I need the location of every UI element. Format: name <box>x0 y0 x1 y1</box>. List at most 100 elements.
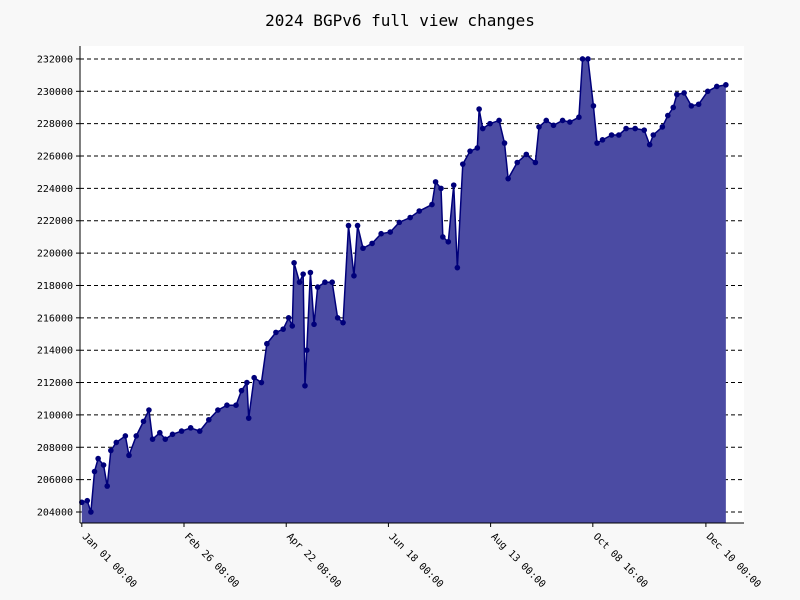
y-tick-label: 218000 <box>37 281 73 292</box>
point <box>322 279 328 286</box>
point <box>501 140 508 146</box>
point <box>445 238 452 245</box>
point <box>536 124 542 130</box>
point <box>84 497 91 504</box>
y-tick-label: 226000 <box>37 152 73 163</box>
point <box>126 452 132 459</box>
x-tick-label: Dec 10 00:00 <box>704 531 763 590</box>
point <box>416 208 423 214</box>
point <box>187 425 194 431</box>
point <box>594 140 600 146</box>
point <box>244 379 250 386</box>
point <box>650 132 657 138</box>
point <box>289 323 296 329</box>
point <box>543 117 550 124</box>
point <box>351 272 357 279</box>
point <box>224 402 230 409</box>
x-tick-label: Aug 13 00:00 <box>488 531 547 590</box>
y-tick-label: 208000 <box>37 443 73 454</box>
point <box>695 101 702 108</box>
point <box>329 279 335 286</box>
point <box>616 132 622 138</box>
point <box>258 379 265 386</box>
point <box>567 119 573 125</box>
point <box>307 269 314 276</box>
point <box>723 82 729 88</box>
point <box>704 88 711 95</box>
point <box>238 387 245 394</box>
point <box>590 103 597 109</box>
point <box>251 374 257 381</box>
chart-title: 2024 BGPv6 full view changes <box>265 11 535 30</box>
point <box>264 340 270 347</box>
point <box>146 407 152 413</box>
point <box>623 125 629 132</box>
y-tick-label: 204000 <box>37 507 73 518</box>
point <box>474 145 481 151</box>
point <box>608 132 615 138</box>
point <box>133 433 140 439</box>
point <box>303 347 310 353</box>
point <box>100 462 107 468</box>
point <box>334 315 341 321</box>
point <box>122 433 129 439</box>
point <box>149 436 156 442</box>
point <box>104 483 111 489</box>
point <box>681 90 687 96</box>
point <box>467 148 473 154</box>
point <box>280 326 286 332</box>
point <box>550 122 557 129</box>
point <box>345 222 352 229</box>
y-tick-label: 206000 <box>37 475 73 486</box>
point <box>585 56 591 62</box>
point <box>157 429 163 436</box>
point <box>91 468 98 475</box>
point <box>302 382 308 389</box>
point <box>162 436 169 442</box>
point <box>454 264 461 271</box>
x-tick-label: Jan 01 00:00 <box>80 531 139 590</box>
point <box>479 125 486 132</box>
point <box>387 229 394 235</box>
area <box>81 58 726 524</box>
point <box>646 141 653 148</box>
point <box>459 161 466 167</box>
point <box>438 185 444 192</box>
point <box>632 125 638 132</box>
point <box>429 201 435 208</box>
x-tick-label: Feb 26 08:00 <box>182 531 241 590</box>
point <box>450 182 457 188</box>
point <box>599 137 606 143</box>
y-tick-label: 220000 <box>37 249 73 260</box>
point <box>95 455 101 462</box>
point <box>108 447 114 454</box>
point <box>291 260 297 266</box>
point <box>206 416 212 423</box>
point <box>233 402 239 409</box>
x-tick-label: Apr 22 08:00 <box>284 531 343 590</box>
y-tick-label: 222000 <box>37 216 73 227</box>
point <box>300 271 306 277</box>
point <box>523 151 530 158</box>
point <box>559 117 566 124</box>
point <box>487 120 493 127</box>
y-tick-label: 216000 <box>37 313 73 324</box>
point <box>496 117 502 124</box>
point <box>432 179 439 185</box>
point <box>579 56 586 62</box>
point <box>354 222 361 229</box>
point <box>670 104 677 111</box>
x-tick-label: Jun 18 00:00 <box>386 531 445 590</box>
point <box>674 91 680 98</box>
y-tick-label: 230000 <box>37 87 73 98</box>
point <box>641 127 648 133</box>
y-tick-label: 228000 <box>37 119 73 130</box>
point <box>273 329 279 336</box>
point <box>688 103 695 109</box>
y-tick-label: 212000 <box>37 378 73 389</box>
point <box>178 428 185 434</box>
point <box>113 439 120 446</box>
y-tick-label: 232000 <box>37 54 73 65</box>
point <box>340 319 346 326</box>
